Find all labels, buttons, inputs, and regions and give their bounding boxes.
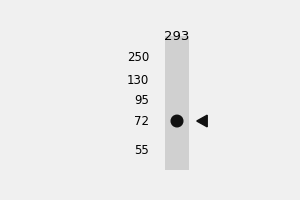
Bar xyxy=(165,36,189,170)
Text: 293: 293 xyxy=(164,30,190,43)
Text: 250: 250 xyxy=(127,51,149,64)
Text: 130: 130 xyxy=(127,74,149,87)
Polygon shape xyxy=(197,115,207,127)
Text: 95: 95 xyxy=(134,95,149,108)
Ellipse shape xyxy=(171,115,183,127)
Text: 55: 55 xyxy=(134,144,149,157)
Text: 72: 72 xyxy=(134,115,149,128)
